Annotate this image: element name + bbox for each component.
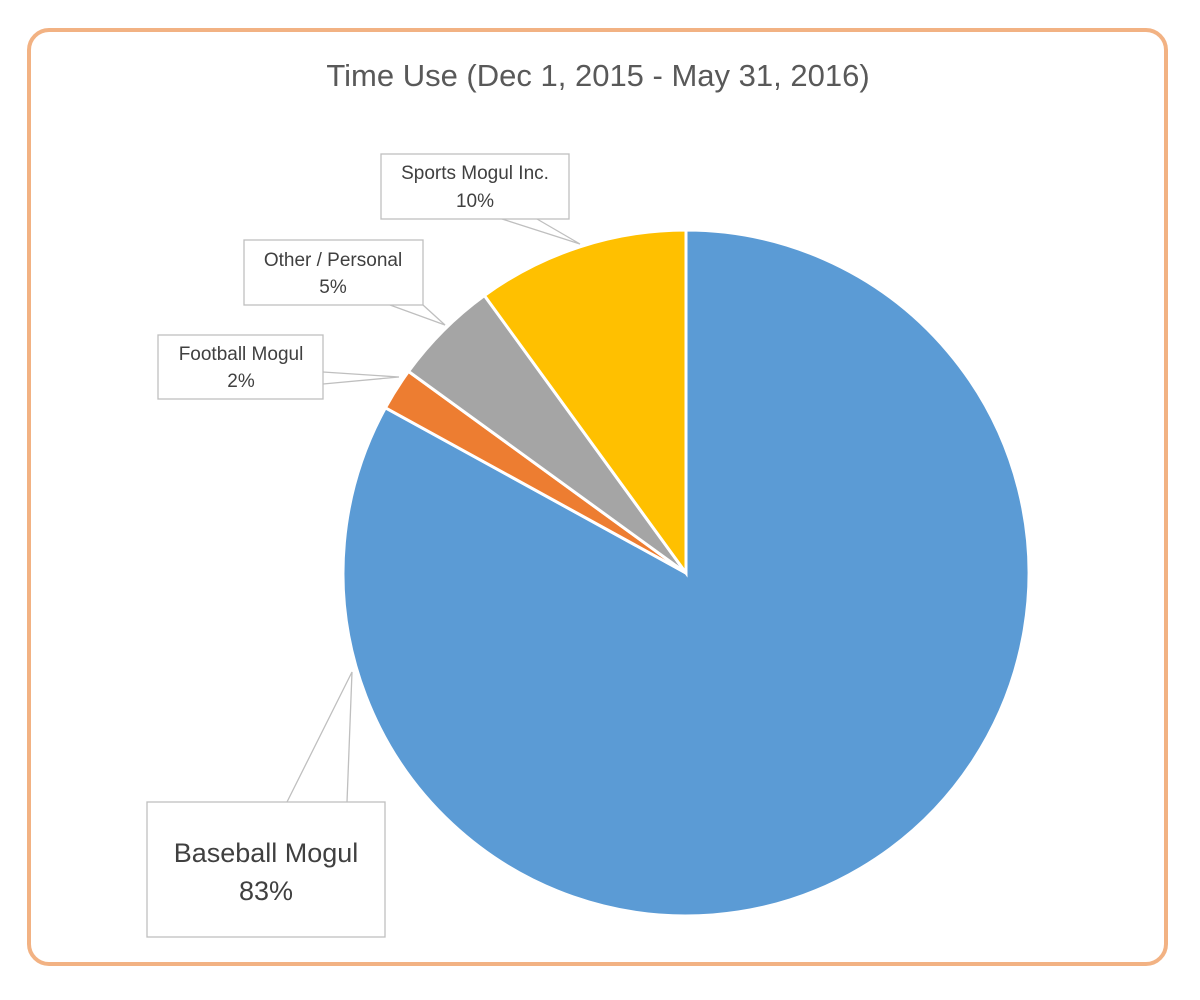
callout-box-sports-mogul-inc xyxy=(380,153,570,220)
callout-leader-football-mogul xyxy=(322,371,400,385)
callout-box-football-mogul xyxy=(157,334,324,400)
data-label-name-football-mogul: Football Mogul xyxy=(179,344,304,365)
pie-slice-sports-mogul-inc xyxy=(482,228,688,578)
callout-box-other-personal xyxy=(243,239,424,306)
data-label-name-sports-mogul-inc: Sports Mogul Inc. xyxy=(401,163,549,184)
data-label-value-baseball-mogul: 83% xyxy=(239,876,293,906)
data-label-name-other-personal: Other / Personal xyxy=(264,250,402,271)
data-label-value-sports-mogul-inc: 10% xyxy=(456,191,494,212)
callout-sports-mogul-inc: Sports Mogul Inc. 10% xyxy=(380,153,581,245)
callout-football-mogul: Football Mogul 2% xyxy=(157,334,400,400)
data-label-name-baseball-mogul: Baseball Mogul xyxy=(174,838,359,868)
chart-title: Time Use (Dec 1, 2015 - May 31, 2016) xyxy=(326,58,869,93)
pie-slices xyxy=(341,228,1031,918)
data-label-value-football-mogul: 2% xyxy=(227,371,255,392)
callout-box-baseball-mogul xyxy=(146,801,386,938)
callout-leader-baseball-mogul xyxy=(286,671,353,803)
callout-leader-sports-mogul-inc xyxy=(501,218,581,245)
data-label-value-other-personal: 5% xyxy=(319,277,347,298)
callout-leader-other-personal xyxy=(389,304,446,326)
callout-other-personal: Other / Personal 5% xyxy=(243,239,446,326)
callout-baseball-mogul: Baseball Mogul 83% xyxy=(146,671,386,938)
